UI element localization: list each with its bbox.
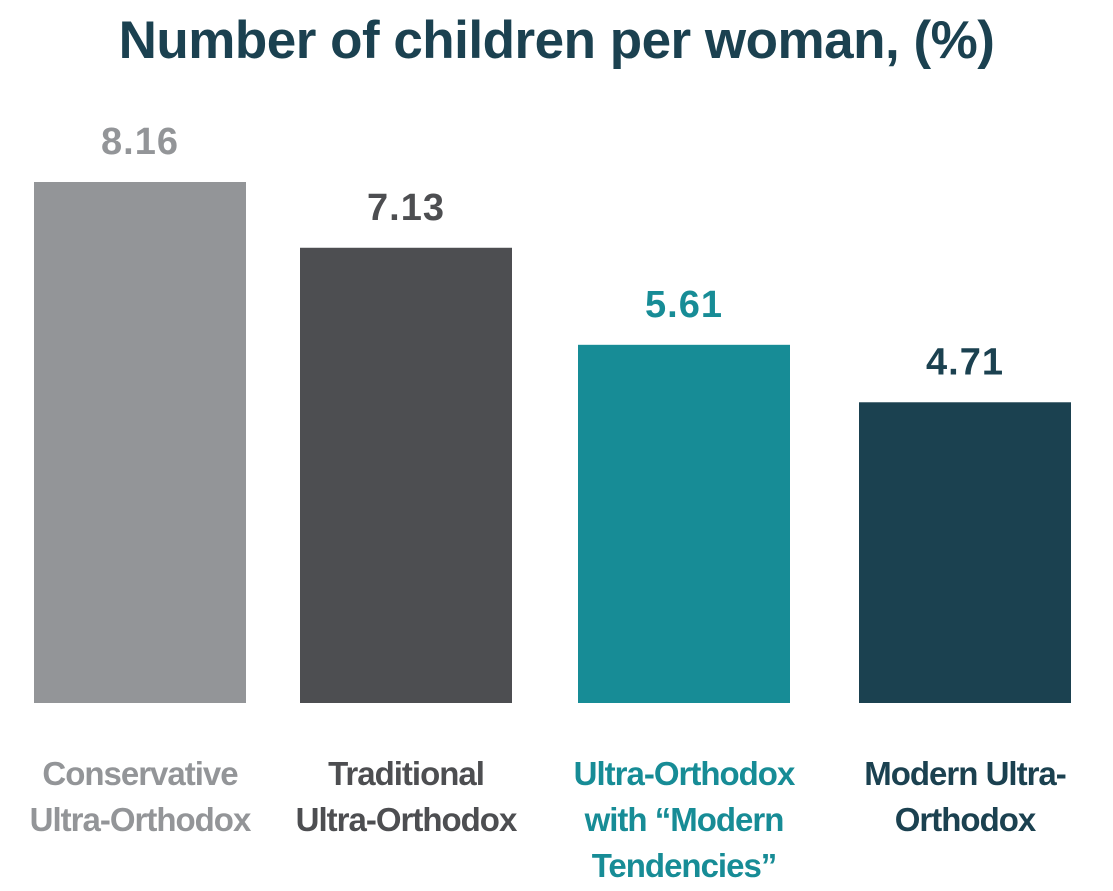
value-label-1: 8.16 (101, 121, 179, 163)
category-label-line: Ultra-Orthodox (574, 755, 796, 792)
category-label-2: Traditional Ultra-Orthodox (296, 755, 518, 838)
value-label-3: 5.61 (645, 284, 723, 326)
category-label-3: Ultra-Orthodox with “Modern Tendencies” (574, 755, 796, 884)
category-label-line: Ultra-Orthodox (30, 801, 252, 838)
value-labels-group: 8.16 7.13 5.61 4.71 (101, 121, 1004, 383)
bar-4 (859, 402, 1071, 703)
category-label-line: Ultra-Orthodox (296, 801, 518, 838)
category-label-line: with “Modern (584, 801, 784, 838)
value-label-2: 7.13 (367, 187, 445, 229)
category-label-line: Tendencies” (592, 847, 777, 884)
value-label-4: 4.71 (926, 341, 1004, 383)
bars-group (34, 182, 1071, 703)
category-label-line: Modern Ultra- (864, 755, 1066, 792)
category-label-1: Conservative Ultra-Orthodox (30, 755, 252, 838)
category-label-4: Modern Ultra- Orthodox (864, 755, 1066, 838)
bar-2 (300, 247, 512, 703)
bar-3 (578, 344, 790, 703)
category-labels-group: Conservative Ultra-Orthodox Traditional Ult… (30, 755, 1067, 884)
chart-title: Number of children per woman, (%) (118, 11, 995, 70)
category-label-line: Orthodox (895, 801, 1037, 838)
category-label-line: Conservative (42, 755, 238, 792)
category-label-line: Traditional (328, 755, 484, 792)
bar-1 (34, 182, 246, 703)
